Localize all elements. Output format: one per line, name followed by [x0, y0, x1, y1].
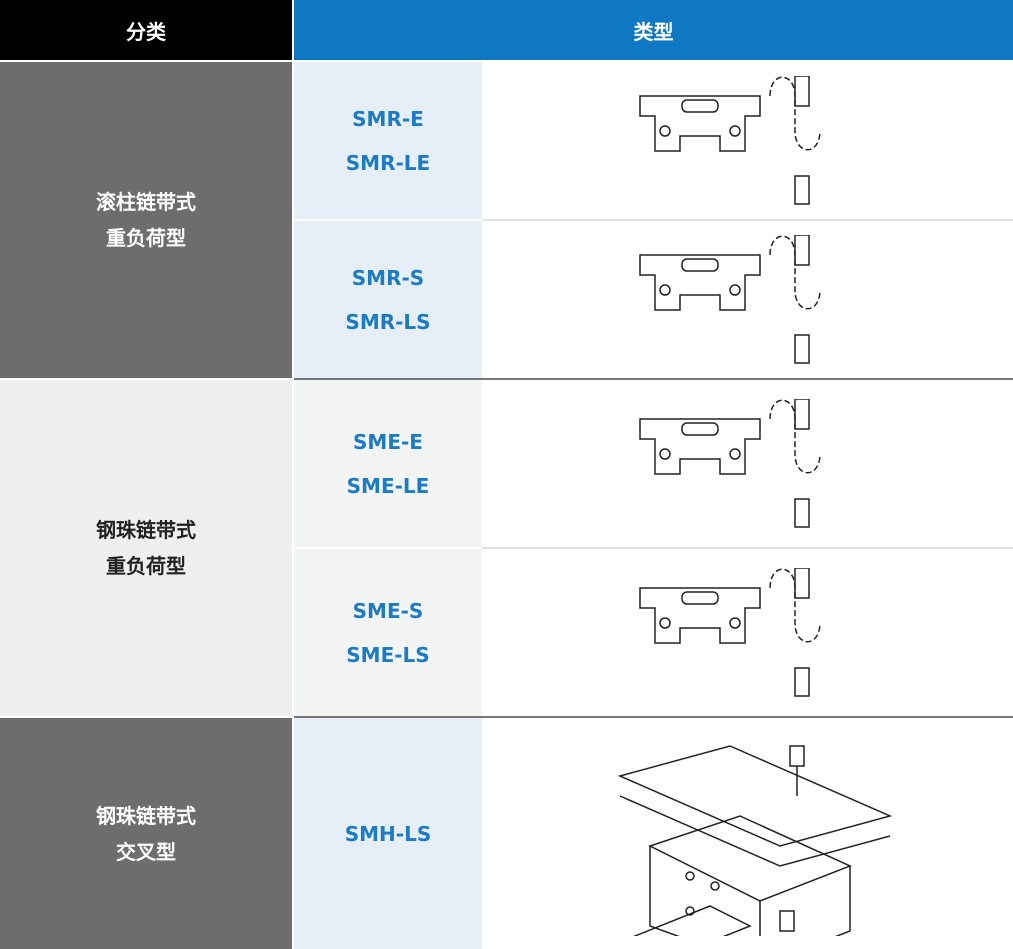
model-cell: SMH-LS	[294, 718, 482, 949]
category-line: 钢珠链带式	[96, 518, 196, 542]
category-cell: 钢珠链带式 重负荷型	[0, 380, 292, 716]
model-name: SMR-S	[351, 265, 425, 290]
model-cell: SMR-E SMR-LE	[294, 62, 482, 219]
model-name: SME-E	[353, 429, 423, 454]
category-line: 重负荷型	[106, 226, 186, 250]
row-separator	[482, 547, 1013, 549]
product-drawing	[617, 745, 893, 936]
model-name: SMR-E	[352, 106, 424, 131]
model-cell: SMR-S SMR-LS	[294, 221, 482, 378]
category-cell: 钢珠链带式 交叉型	[0, 718, 292, 949]
group-separator	[294, 716, 1013, 718]
group-separator	[294, 378, 1013, 380]
product-drawing	[639, 75, 821, 205]
row-separator	[482, 219, 1013, 221]
category-line: 重负荷型	[106, 554, 186, 578]
category-line: 交叉型	[116, 839, 176, 864]
model-name: SME-LE	[346, 473, 430, 498]
product-drawing	[639, 398, 821, 528]
header-type: 类型	[294, 0, 1013, 60]
model-name: SME-LS	[346, 642, 430, 667]
category-line: 滚柱链带式	[96, 190, 196, 214]
model-name: SME-S	[352, 598, 424, 623]
model-cell: SME-S SME-LS	[294, 549, 482, 716]
product-drawing	[639, 234, 821, 364]
product-drawing	[639, 567, 821, 697]
model-cell: SME-E SME-LE	[294, 380, 482, 547]
model-name: SMR-LE	[345, 150, 431, 175]
header-category: 分类	[0, 0, 292, 60]
category-line: 钢珠链带式	[96, 803, 196, 828]
model-name: SMR-LS	[345, 309, 431, 334]
category-cell: 滚柱链带式 重负荷型	[0, 62, 292, 378]
model-name: SMH-LS	[344, 821, 432, 846]
